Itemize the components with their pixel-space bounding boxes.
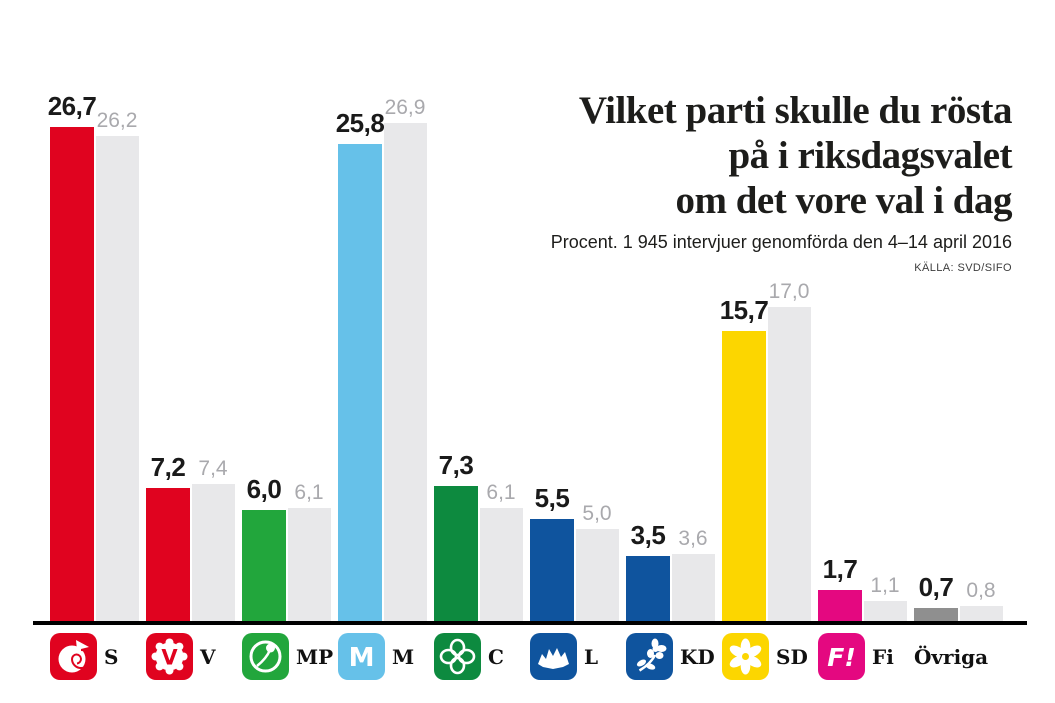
bar-group-v: 7,2 7,4 bbox=[146, 31, 235, 621]
value-label-previous-v: 7,4 bbox=[198, 457, 228, 481]
party-label-m: M bbox=[392, 644, 415, 669]
bar-group-m: 25,8 26,9 bbox=[335, 31, 427, 621]
bar-previous-l bbox=[576, 528, 619, 621]
bar-previous-sd bbox=[768, 306, 811, 621]
title-block: Vilket parti skulle du rösta på i riksda… bbox=[550, 88, 1013, 274]
value-label-current-sd: 15,7 bbox=[719, 294, 769, 325]
sd-anemone-icon bbox=[722, 633, 769, 680]
value-label-current-s: 26,7 bbox=[47, 91, 97, 122]
value-label-previous-ovriga: 0,8 bbox=[966, 579, 996, 603]
party-legend-item-sd: SD bbox=[722, 633, 811, 680]
bar-previous-ovriga bbox=[960, 606, 1003, 621]
bar-current-fi bbox=[818, 589, 862, 621]
party-label-sd: SD bbox=[776, 644, 808, 669]
value-label-current-c: 7,3 bbox=[438, 449, 474, 480]
bar-group-mp: 6,0 6,1 bbox=[242, 31, 331, 621]
svg-text:V: V bbox=[161, 646, 178, 670]
value-label-current-l: 5,5 bbox=[534, 483, 570, 514]
bar-current-kd bbox=[626, 556, 670, 621]
value-label-current-ovriga: 0,7 bbox=[918, 572, 954, 603]
value-label-previous-fi: 1,1 bbox=[870, 573, 900, 597]
bar-previous-v bbox=[192, 484, 235, 621]
bar-group-c: 7,3 6,1 bbox=[434, 31, 523, 621]
bar-group-l: 5,5 5,0 bbox=[530, 31, 619, 621]
chart-subtitle: Procent. 1 945 intervjuer genomförda den… bbox=[550, 232, 1012, 252]
page-title-line-1: Vilket parti skulle du rösta bbox=[578, 89, 1013, 132]
value-label-previous-s: 26,2 bbox=[96, 109, 138, 133]
bar-group-kd: 3,5 3,6 bbox=[626, 31, 715, 621]
page-title-line-3: om det vore val i dag bbox=[675, 179, 1012, 222]
party-legend-item-kd: KD bbox=[626, 633, 715, 680]
bar-chart: 26,7 26,2 7,2 7,4 6,0 6,1 25,8 26,9 7,3 6,1 5,5 5,0… bbox=[47, 31, 1003, 621]
party-label-kd: KD bbox=[680, 644, 715, 669]
fi-letter-icon: F! bbox=[818, 633, 865, 680]
value-label-previous-c: 6,1 bbox=[486, 481, 516, 505]
bar-current-l bbox=[530, 519, 574, 621]
bar-current-sd bbox=[722, 330, 766, 621]
svg-text:M: M bbox=[349, 643, 375, 673]
party-legend-item-l: L bbox=[530, 633, 619, 680]
bar-previous-s bbox=[96, 136, 139, 621]
party-legend-item-s: S bbox=[50, 633, 139, 680]
bar-previous-c bbox=[480, 508, 523, 621]
value-label-previous-mp: 6,1 bbox=[294, 481, 324, 505]
value-label-previous-l: 5,0 bbox=[582, 501, 612, 525]
c-clover-icon bbox=[434, 633, 481, 680]
bar-current-s bbox=[50, 127, 94, 621]
l-cornflower-icon bbox=[530, 633, 577, 680]
party-label-mp: MP bbox=[296, 644, 334, 669]
bar-previous-mp bbox=[288, 508, 331, 621]
party-legend-item-c: C bbox=[434, 633, 523, 680]
bar-current-mp bbox=[242, 510, 286, 621]
m-letter-icon: M bbox=[338, 633, 385, 680]
kd-anemone-icon bbox=[626, 633, 673, 680]
party-legend-item-ovriga: Övriga bbox=[914, 633, 1003, 680]
bar-previous-fi bbox=[864, 600, 907, 621]
bar-current-ovriga bbox=[914, 608, 958, 621]
bar-current-c bbox=[434, 485, 478, 621]
bar-previous-m bbox=[384, 123, 427, 621]
bar-previous-kd bbox=[672, 554, 715, 621]
s-rose-icon bbox=[50, 633, 97, 680]
party-label-l: L bbox=[584, 644, 599, 669]
party-legend-item-mp: MP bbox=[242, 633, 334, 680]
value-label-current-m: 25,8 bbox=[335, 107, 385, 138]
bar-current-v bbox=[146, 487, 190, 621]
party-label-s: S bbox=[104, 644, 119, 669]
bar-group-fi: 1,7 1,1 bbox=[818, 31, 907, 621]
mp-dandelion-icon bbox=[242, 633, 289, 680]
bar-group-ovriga: 0,7 0,8 bbox=[914, 31, 1003, 621]
party-label-c: C bbox=[488, 644, 504, 669]
svg-text:F!: F! bbox=[827, 643, 855, 672]
bar-group-s: 26,7 26,2 bbox=[47, 31, 139, 621]
v-flower-icon: V bbox=[146, 633, 193, 680]
value-label-current-v: 7,2 bbox=[150, 451, 186, 482]
value-label-previous-sd: 17,0 bbox=[768, 279, 810, 303]
source-credit: KÄLLA: SVD/SIFO bbox=[914, 262, 1012, 274]
party-label-fi: Fi bbox=[872, 644, 894, 669]
party-label-ovriga: Övriga bbox=[914, 644, 989, 669]
value-label-current-fi: 1,7 bbox=[822, 553, 858, 584]
page-title-line-2: på i riksdagsvalet bbox=[728, 134, 1012, 177]
party-legend-item-fi: F! Fi bbox=[818, 633, 907, 680]
value-label-current-mp: 6,0 bbox=[246, 474, 282, 504]
value-label-current-kd: 3,5 bbox=[630, 520, 666, 551]
party-label-v: V bbox=[200, 644, 216, 669]
party-legend: S V V MP M M C L KD SD F! Fi Övriga bbox=[50, 633, 1003, 680]
value-label-previous-kd: 3,6 bbox=[678, 527, 708, 551]
x-axis-baseline bbox=[33, 621, 1027, 625]
bar-group-sd: 15,7 17,0 bbox=[719, 31, 811, 621]
value-label-previous-m: 26,9 bbox=[384, 96, 426, 120]
bar-current-m bbox=[338, 143, 382, 621]
